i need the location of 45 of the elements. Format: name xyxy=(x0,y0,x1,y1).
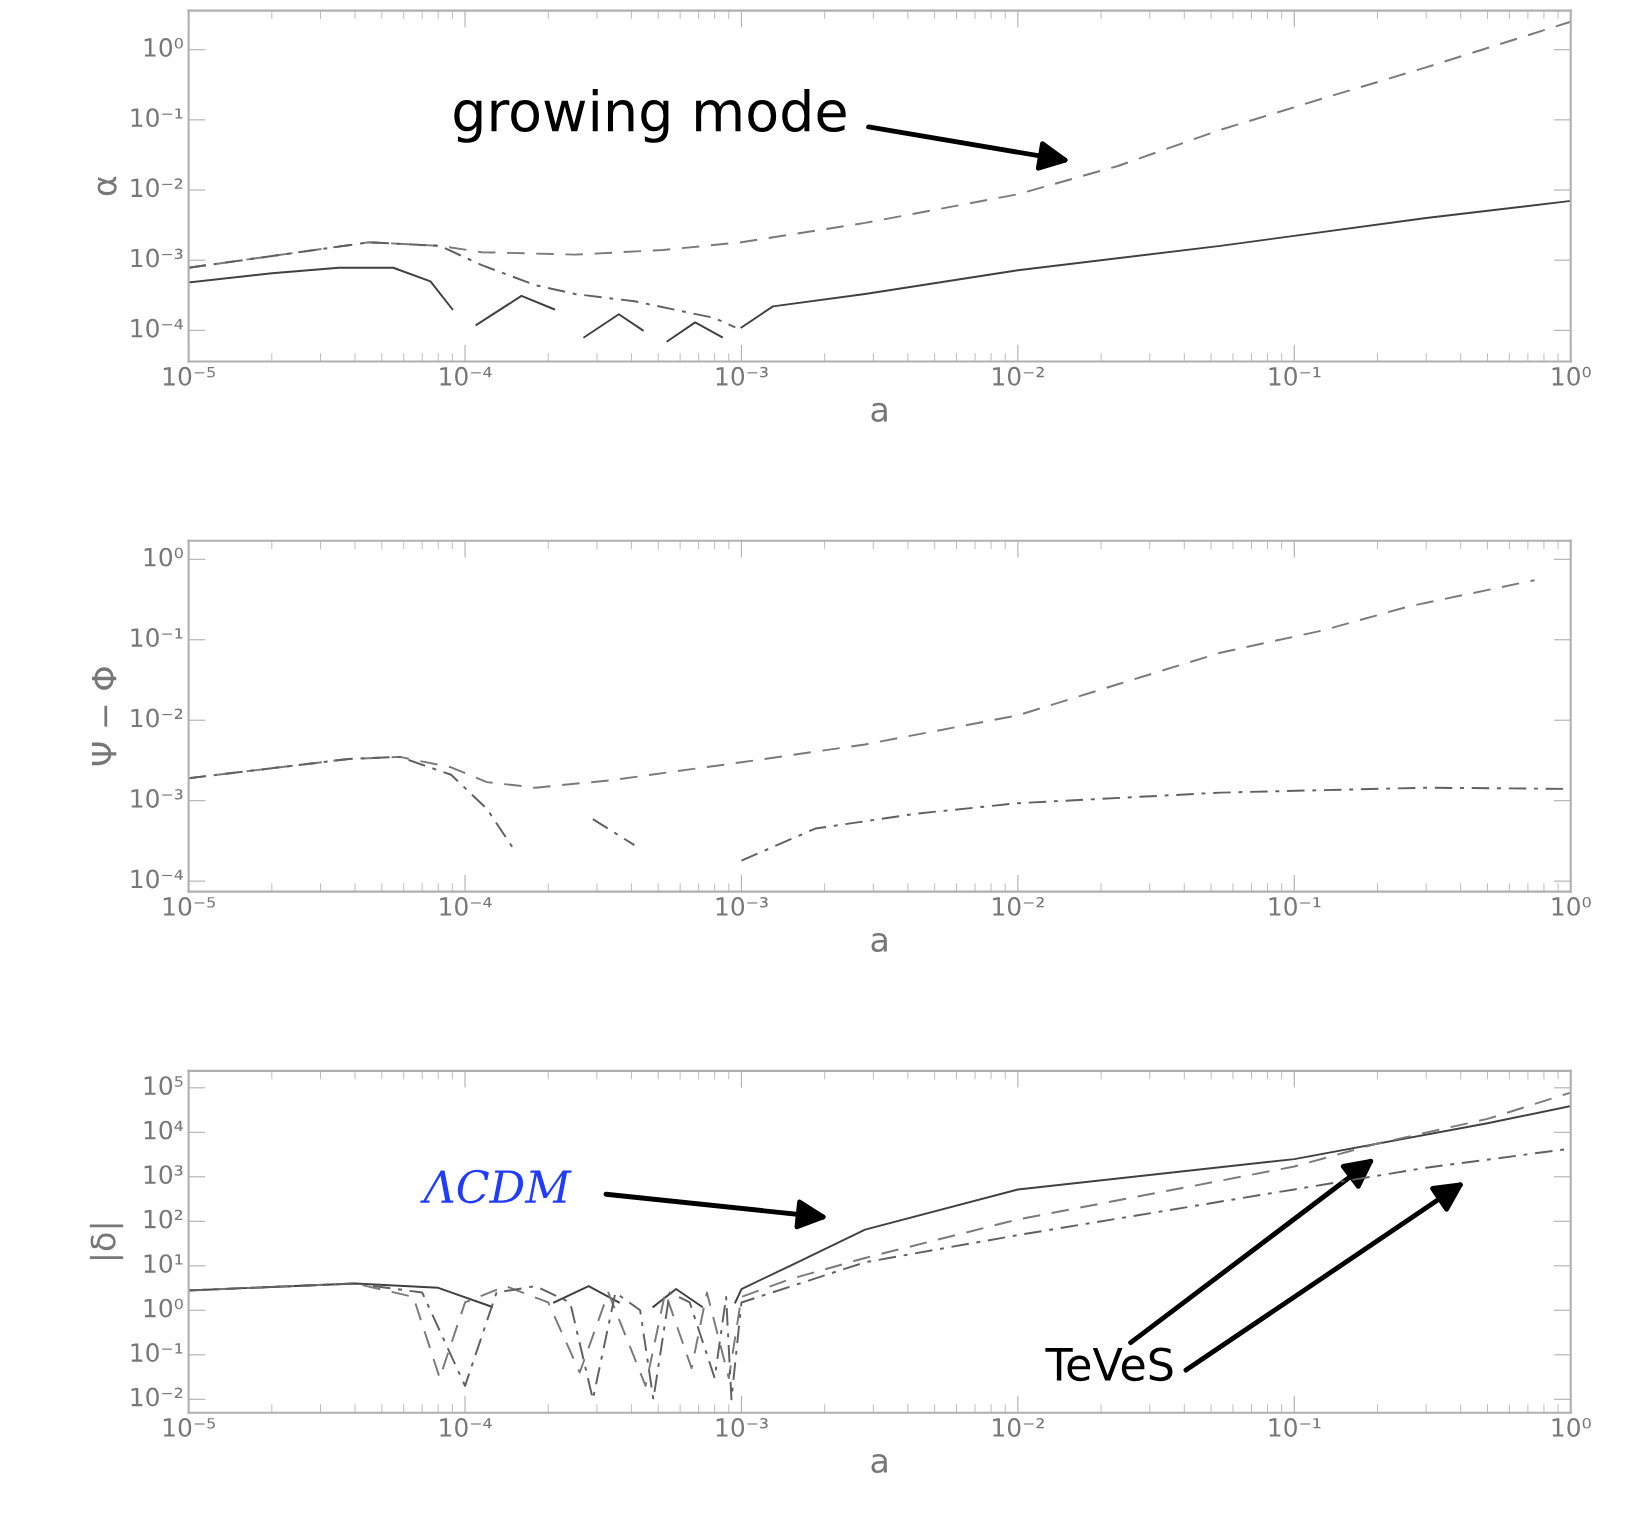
y-tick-label: 10³ xyxy=(144,1165,183,1185)
x-tick-label: 10⁻⁵ xyxy=(163,896,215,916)
y-tick-label: 10¹ xyxy=(144,1254,183,1274)
y-tick-label: 10⁻² xyxy=(131,178,183,198)
y-tick-label: 10⁵ xyxy=(144,1076,183,1096)
x-tick-label: 10⁻⁴ xyxy=(440,896,492,916)
x-tick-label: 10⁻² xyxy=(993,896,1044,916)
annotation: ΛCDM xyxy=(420,1169,572,1204)
x-tick-label: 10⁻² xyxy=(993,1417,1044,1437)
y-tick-label: 10⁰ xyxy=(144,38,183,57)
x-tick-label: 10⁻³ xyxy=(716,366,768,386)
y-tick-label: 10⁻³ xyxy=(131,248,183,268)
y-tick-label: 10⁻³ xyxy=(131,789,183,808)
y-tick-label: 10⁻² xyxy=(131,1387,183,1407)
x-tick-label: 10⁻⁴ xyxy=(440,366,492,386)
x-tick-label: 10⁻² xyxy=(993,366,1044,386)
y-tick-label: 10⁻¹ xyxy=(131,1343,183,1363)
x-axis-title: a xyxy=(871,402,887,422)
y-tick-label: 10⁰ xyxy=(144,1298,183,1318)
y-axis-title: Ψ − Φ xyxy=(91,667,117,766)
y-tick-label: 10⁻² xyxy=(131,708,183,728)
x-tick-label: 10⁻¹ xyxy=(1269,366,1321,386)
y-tick-label: 10⁻⁴ xyxy=(131,318,183,338)
x-tick-label: 10⁰ xyxy=(1552,1417,1591,1437)
x-tick-label: 10⁰ xyxy=(1552,896,1591,916)
y-tick-label: 10⁰ xyxy=(144,547,183,567)
x-tick-label: 10⁻³ xyxy=(716,896,768,916)
y-tick-label: 10⁻⁴ xyxy=(131,869,183,889)
x-axis-title: a xyxy=(871,1453,887,1474)
y-tick-label: 10⁴ xyxy=(144,1120,183,1140)
annotation: growing mode xyxy=(454,89,846,143)
x-tick-label: 10⁰ xyxy=(1552,366,1591,386)
x-tick-label: 10⁻⁵ xyxy=(163,366,215,386)
x-axis-title: a xyxy=(871,932,887,953)
x-tick-label: 10⁻⁴ xyxy=(440,1417,492,1437)
y-tick-label: 10² xyxy=(144,1209,183,1229)
annotation: TeVeS xyxy=(1045,1347,1173,1382)
y-axis-title: α xyxy=(97,176,117,196)
y-axis-title: |δ| xyxy=(89,1224,124,1259)
x-tick-label: 10⁻¹ xyxy=(1269,1417,1321,1437)
y-tick-label: 10⁻¹ xyxy=(131,628,183,648)
x-tick-label: 10⁻¹ xyxy=(1269,896,1321,916)
y-tick-label: 10⁻¹ xyxy=(131,108,183,128)
x-tick-label: 10⁻⁵ xyxy=(163,1417,215,1437)
x-tick-label: 10⁻³ xyxy=(716,1417,768,1437)
